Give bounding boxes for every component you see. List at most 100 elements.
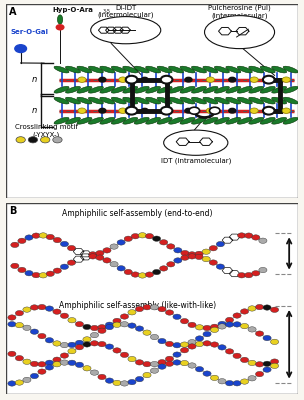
Text: n: n	[32, 106, 37, 115]
Ellipse shape	[157, 66, 172, 73]
Circle shape	[138, 273, 147, 278]
Ellipse shape	[134, 97, 149, 104]
Circle shape	[202, 256, 210, 262]
Circle shape	[128, 356, 136, 362]
Circle shape	[23, 307, 31, 312]
Circle shape	[210, 327, 219, 332]
Circle shape	[259, 238, 267, 243]
Circle shape	[218, 321, 226, 327]
Ellipse shape	[77, 97, 92, 104]
Circle shape	[8, 322, 16, 327]
Ellipse shape	[88, 86, 103, 93]
Circle shape	[271, 307, 279, 312]
Circle shape	[89, 254, 97, 259]
Circle shape	[83, 337, 91, 342]
Ellipse shape	[157, 118, 172, 124]
Text: B: B	[9, 206, 16, 216]
Circle shape	[188, 344, 196, 349]
Ellipse shape	[226, 66, 241, 73]
Ellipse shape	[283, 97, 298, 104]
Circle shape	[173, 314, 181, 320]
Circle shape	[150, 368, 159, 373]
Ellipse shape	[249, 66, 264, 73]
Ellipse shape	[237, 118, 252, 124]
Circle shape	[145, 234, 154, 239]
Circle shape	[96, 250, 104, 256]
Ellipse shape	[100, 97, 115, 104]
Ellipse shape	[100, 66, 115, 73]
Polygon shape	[80, 251, 91, 257]
Circle shape	[30, 373, 39, 379]
Ellipse shape	[237, 97, 252, 104]
Circle shape	[45, 306, 54, 311]
Circle shape	[240, 357, 249, 362]
Circle shape	[38, 304, 46, 310]
Ellipse shape	[203, 118, 218, 124]
Circle shape	[248, 360, 256, 366]
Circle shape	[120, 352, 129, 358]
Circle shape	[105, 322, 114, 328]
Circle shape	[15, 322, 23, 328]
Circle shape	[252, 271, 260, 276]
Circle shape	[161, 107, 172, 114]
Circle shape	[32, 233, 40, 238]
Ellipse shape	[54, 86, 69, 93]
Circle shape	[271, 363, 279, 368]
Circle shape	[68, 348, 76, 354]
Circle shape	[161, 76, 172, 84]
Circle shape	[75, 322, 84, 327]
Ellipse shape	[146, 86, 161, 93]
Circle shape	[15, 45, 26, 52]
Ellipse shape	[237, 66, 252, 73]
Circle shape	[188, 254, 196, 259]
Ellipse shape	[226, 86, 241, 93]
Ellipse shape	[260, 118, 275, 124]
Circle shape	[120, 381, 129, 386]
Circle shape	[226, 317, 234, 323]
Ellipse shape	[203, 66, 218, 73]
Circle shape	[143, 330, 151, 335]
Ellipse shape	[226, 97, 241, 104]
Circle shape	[209, 107, 220, 114]
Circle shape	[202, 249, 210, 254]
Ellipse shape	[164, 130, 228, 155]
Circle shape	[255, 331, 264, 336]
Ellipse shape	[249, 97, 264, 104]
Circle shape	[128, 310, 136, 315]
Circle shape	[98, 374, 106, 380]
Circle shape	[30, 305, 39, 310]
Circle shape	[113, 322, 121, 328]
Circle shape	[18, 238, 26, 244]
Circle shape	[103, 258, 111, 263]
Circle shape	[233, 322, 241, 327]
Ellipse shape	[123, 118, 138, 124]
Circle shape	[165, 361, 174, 366]
Circle shape	[282, 77, 290, 82]
Ellipse shape	[65, 66, 81, 73]
Circle shape	[131, 272, 140, 277]
Circle shape	[245, 233, 253, 238]
Circle shape	[195, 325, 204, 330]
Text: 3-5: 3-5	[103, 10, 111, 14]
Circle shape	[110, 244, 118, 249]
Circle shape	[218, 345, 226, 350]
Polygon shape	[229, 234, 240, 240]
Circle shape	[105, 324, 114, 330]
Circle shape	[68, 360, 76, 366]
Circle shape	[75, 344, 84, 350]
Ellipse shape	[249, 86, 264, 93]
Circle shape	[39, 233, 47, 238]
Ellipse shape	[77, 86, 92, 93]
Ellipse shape	[134, 86, 149, 93]
Ellipse shape	[146, 118, 161, 124]
Circle shape	[174, 248, 182, 253]
Circle shape	[143, 304, 151, 310]
Circle shape	[181, 318, 188, 324]
Ellipse shape	[123, 97, 138, 104]
Circle shape	[8, 381, 16, 386]
Ellipse shape	[214, 97, 230, 104]
Circle shape	[237, 233, 246, 238]
Circle shape	[117, 240, 125, 245]
Circle shape	[124, 236, 132, 242]
Circle shape	[216, 264, 224, 269]
